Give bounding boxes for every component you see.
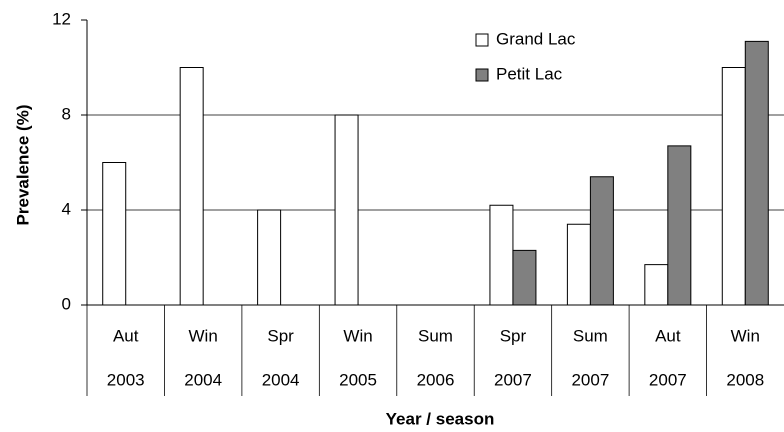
x-year-label: 2007: [571, 370, 609, 389]
y-axis-label: Prevalence (%): [13, 105, 32, 226]
x-tick-label: Sum: [418, 326, 453, 345]
x-tick-label: Sum: [573, 326, 608, 345]
x-tick-label: Win: [731, 326, 760, 345]
bar: [334, 114, 359, 306]
bar: [489, 204, 514, 306]
bar: [102, 162, 127, 306]
x-tick-label: Spr: [267, 326, 294, 345]
x-tick-label: Spr: [500, 326, 527, 345]
x-year-label: 2008: [726, 370, 764, 389]
x-axis-label: Year / season: [386, 409, 495, 428]
x-year-label: 2006: [417, 370, 455, 389]
x-year-label: 2007: [494, 370, 532, 389]
x-tick-label: Win: [189, 326, 218, 345]
legend-label: Petit Lac: [496, 64, 563, 83]
x-year-label: 2004: [262, 370, 300, 389]
y-tick-label: 8: [62, 104, 71, 123]
bar: [721, 67, 746, 306]
legend-label: Grand Lac: [496, 29, 576, 48]
x-year-label: 2005: [339, 370, 377, 389]
bar: [512, 249, 537, 306]
x-year-label: 2004: [184, 370, 222, 389]
x-tick-label: Win: [343, 326, 372, 345]
y-tick-label: 0: [62, 294, 71, 313]
bar: [566, 223, 591, 306]
bar: [667, 145, 692, 306]
x-tick-label: Aut: [655, 326, 681, 345]
x-tick-label: Aut: [113, 326, 139, 345]
x-year-label: 2003: [107, 370, 145, 389]
legend-swatch: [475, 33, 489, 47]
bar: [589, 176, 614, 306]
bar: [179, 67, 204, 306]
x-year-label: 2007: [649, 370, 687, 389]
y-tick-label: 4: [62, 199, 71, 218]
bar: [644, 264, 669, 306]
bar: [257, 209, 282, 306]
bar: [744, 40, 769, 306]
legend-swatch: [475, 68, 489, 82]
y-tick-label: 12: [52, 9, 71, 28]
